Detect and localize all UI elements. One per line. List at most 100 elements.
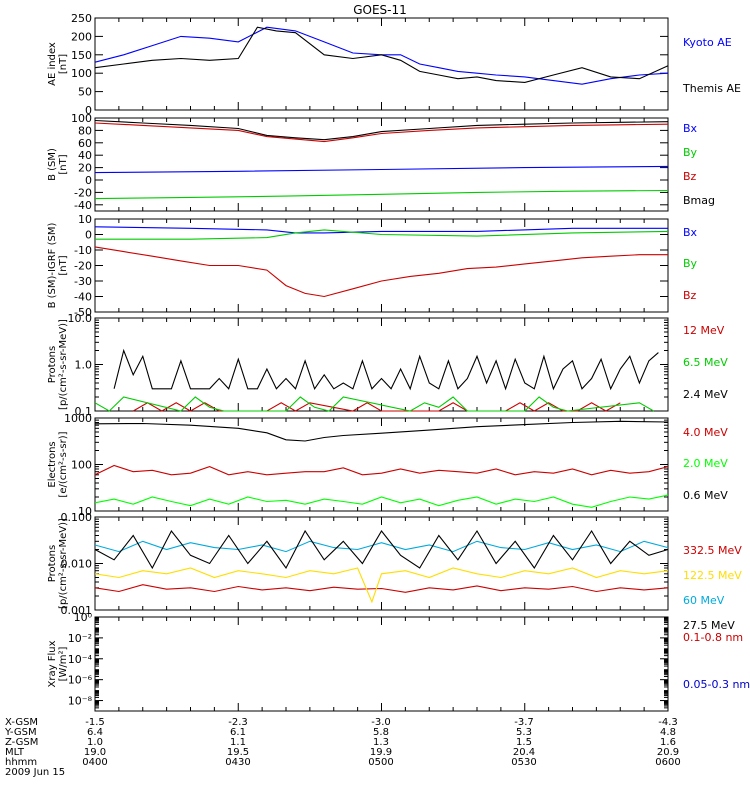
footer-value: -1.5 <box>85 717 105 728</box>
y-tick-label: 1.0 <box>75 359 93 372</box>
panel-protons-high: 0.0010.0100.100Protons[p/(cm²-s-sr-MeV)]… <box>47 511 742 632</box>
footer-value: 0530 <box>511 757 536 768</box>
y-axis-label-line: B (SM) <box>47 148 58 181</box>
y-tick-label: 200 <box>71 30 92 43</box>
footer-date: 2009 Jun 15 <box>5 767 65 778</box>
footer-row-label: MLT <box>5 747 25 758</box>
footer-value: 0430 <box>225 757 250 768</box>
y-tick-label: 100 <box>71 112 92 125</box>
series-line-122-5-mev <box>94 567 669 604</box>
legend-label: 0.6 MeV <box>683 489 728 502</box>
series-line-by <box>95 229 669 240</box>
y-tick-label: -20 <box>74 186 92 199</box>
footer-value: 19.0 <box>84 747 106 758</box>
footer-value: 1.5 <box>516 737 532 748</box>
legend-label: 4.0 MeV <box>683 426 728 439</box>
footer-value: 1.1 <box>230 737 246 748</box>
legend-label: 0.1-0.8 nm <box>683 631 743 644</box>
series-line-bmag <box>94 119 669 141</box>
y-tick-label: -20 <box>74 260 92 273</box>
y-tick-label: 100 <box>71 67 92 80</box>
footer-value: 1.3 <box>373 737 389 748</box>
y-tick-label: 80 <box>78 124 92 137</box>
y-tick-label: 0.001 <box>61 604 93 617</box>
legend-label: 2.0 MeV <box>683 457 728 470</box>
series-line-bz <box>94 246 668 298</box>
y-axis-label-line: Protons <box>47 545 58 582</box>
y-tick-label: 10⁻⁴ <box>68 653 93 666</box>
y-tick-label: 250 <box>71 12 92 25</box>
legend-label: 6.5 MeV <box>683 356 728 369</box>
footer-value: 5.3 <box>516 727 532 738</box>
y-axis-label: Xray Flux[W/m²] <box>47 640 69 687</box>
y-tick-label: 0.100 <box>61 511 93 524</box>
footer-value: 20.9 <box>657 747 679 758</box>
figure-title: GOES-11 <box>353 3 407 17</box>
y-axis-label-line: [W/m²] <box>58 646 69 681</box>
legend-label: Bx <box>683 226 698 239</box>
footer-row-label: Y-GSM <box>4 727 37 738</box>
y-axis-label: B (SM)[nT] <box>47 148 69 181</box>
series-line-0-6-mev <box>94 420 669 442</box>
y-tick-label: -40 <box>74 199 92 212</box>
y-axis-label: Protons[p/(cm²-s-sr-MeV)] <box>47 518 69 609</box>
footer-ephemeris: X-GSM -1.5 -2.3 -3.0 -3.7 -4.3 Y-GSM 6.4 6.1 5.8 5… <box>4 717 681 778</box>
y-tick-label: 10 <box>78 505 92 518</box>
legend-label: 60 MeV <box>683 594 725 607</box>
panel-frame <box>94 17 669 111</box>
y-tick-label: 150 <box>71 49 92 62</box>
series-line-4-0-mev <box>94 464 669 476</box>
panel-ae: 0 50 100 150 200 250 AE index[nT] Kyoto AE Themi… <box>47 12 741 117</box>
footer-value: -4.3 <box>658 717 678 728</box>
legend-label: 122.5 MeV <box>683 569 742 582</box>
y-tick-label: 40 <box>78 149 92 162</box>
y-tick-label: 10 <box>78 213 92 226</box>
series-line-kyoto-ae <box>94 26 669 85</box>
footer-value: 6.4 <box>87 727 103 738</box>
y-axis-label-line: [nT] <box>58 255 69 275</box>
y-axis-label: AE index[nT] <box>47 42 69 86</box>
y-axis-label: Protons[p/(cm²-s-sr-MeV)] <box>47 319 69 410</box>
footer-value: 1.6 <box>660 737 676 748</box>
legend-label: 2.4 MeV <box>683 388 728 401</box>
y-axis-label-line: [nT] <box>58 154 69 174</box>
panel-bigrf: -50 -40 -30 -20 -10 0 10 B (SM)-IGRF (SM)[nT] Bx… <box>47 213 698 319</box>
y-tick-label: 10⁻⁶ <box>68 674 93 687</box>
y-axis-label: Electrons[e/(cm²-s-sr)] <box>47 431 69 497</box>
y-tick-label: 0.1 <box>75 405 93 418</box>
y-tick-label: -30 <box>74 275 92 288</box>
y-axis-label-line: B (SM)-IGRF (SM) <box>47 223 58 309</box>
footer-value: -3.7 <box>514 717 534 728</box>
series-line-60-mev <box>94 540 669 553</box>
legend-label: Bz <box>683 289 697 302</box>
series-line-by <box>94 189 669 200</box>
series-line-bz <box>94 122 669 143</box>
series-line-2-4-mev <box>113 348 659 391</box>
y-tick-label: 10⁻⁸ <box>68 695 93 708</box>
footer-value: 19.9 <box>370 747 392 758</box>
footer-value: 4.8 <box>660 727 676 738</box>
series-line-2-0-mev <box>94 494 669 508</box>
y-tick-label: 0 <box>85 104 92 117</box>
series-line-6-5-mev <box>94 396 654 412</box>
y-tick-label: 10⁰ <box>74 611 93 624</box>
y-axis-label-line: [nT] <box>58 54 69 74</box>
footer-value: 1.0 <box>87 737 103 748</box>
footer-row-label: Z-GSM <box>5 737 38 748</box>
footer-value: 5.8 <box>373 727 389 738</box>
y-axis-label: B (SM)-IGRF (SM)[nT] <box>47 223 69 309</box>
series-line-bx <box>94 165 669 174</box>
series-line-themis-ae <box>94 26 669 83</box>
y-axis-label-line: Protons <box>47 346 58 383</box>
y-axis-label-line: Electrons <box>47 441 58 487</box>
legend-label: Kyoto AE <box>683 36 732 49</box>
legend-label: Themis AE <box>682 82 741 95</box>
y-axis-label-line: [e/(cm²-s-sr)] <box>58 431 69 497</box>
panel-frame <box>94 317 669 412</box>
legend-label: Bmag <box>683 194 715 207</box>
legend-label: 12 MeV <box>683 324 725 337</box>
y-tick-label: 1000 <box>64 412 92 425</box>
